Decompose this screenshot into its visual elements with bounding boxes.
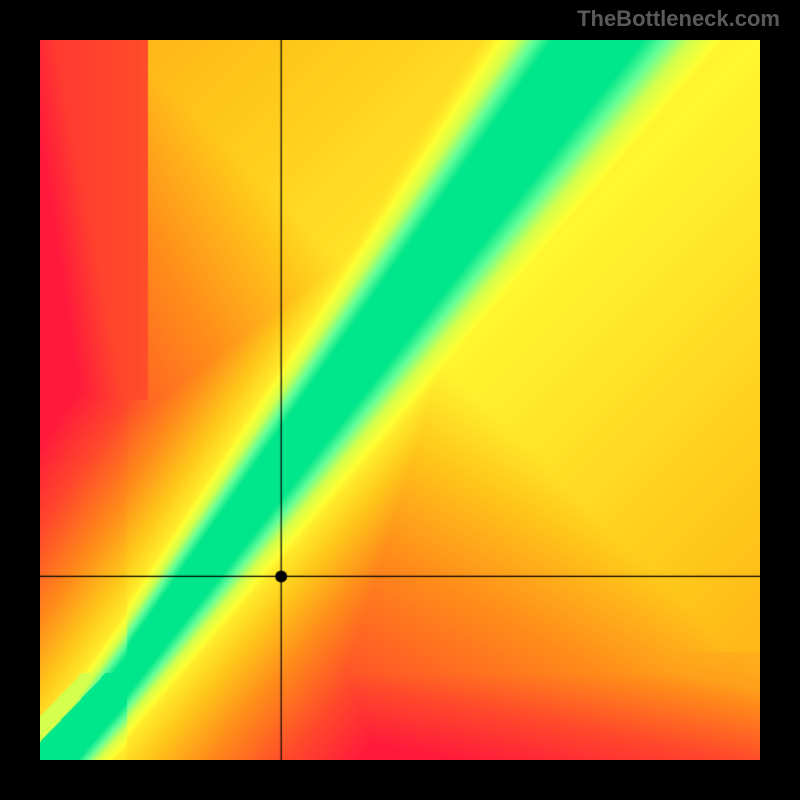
chart-container: TheBottleneck.com (0, 0, 800, 800)
bottleneck-heatmap (40, 40, 760, 760)
attribution-label: TheBottleneck.com (577, 6, 780, 32)
